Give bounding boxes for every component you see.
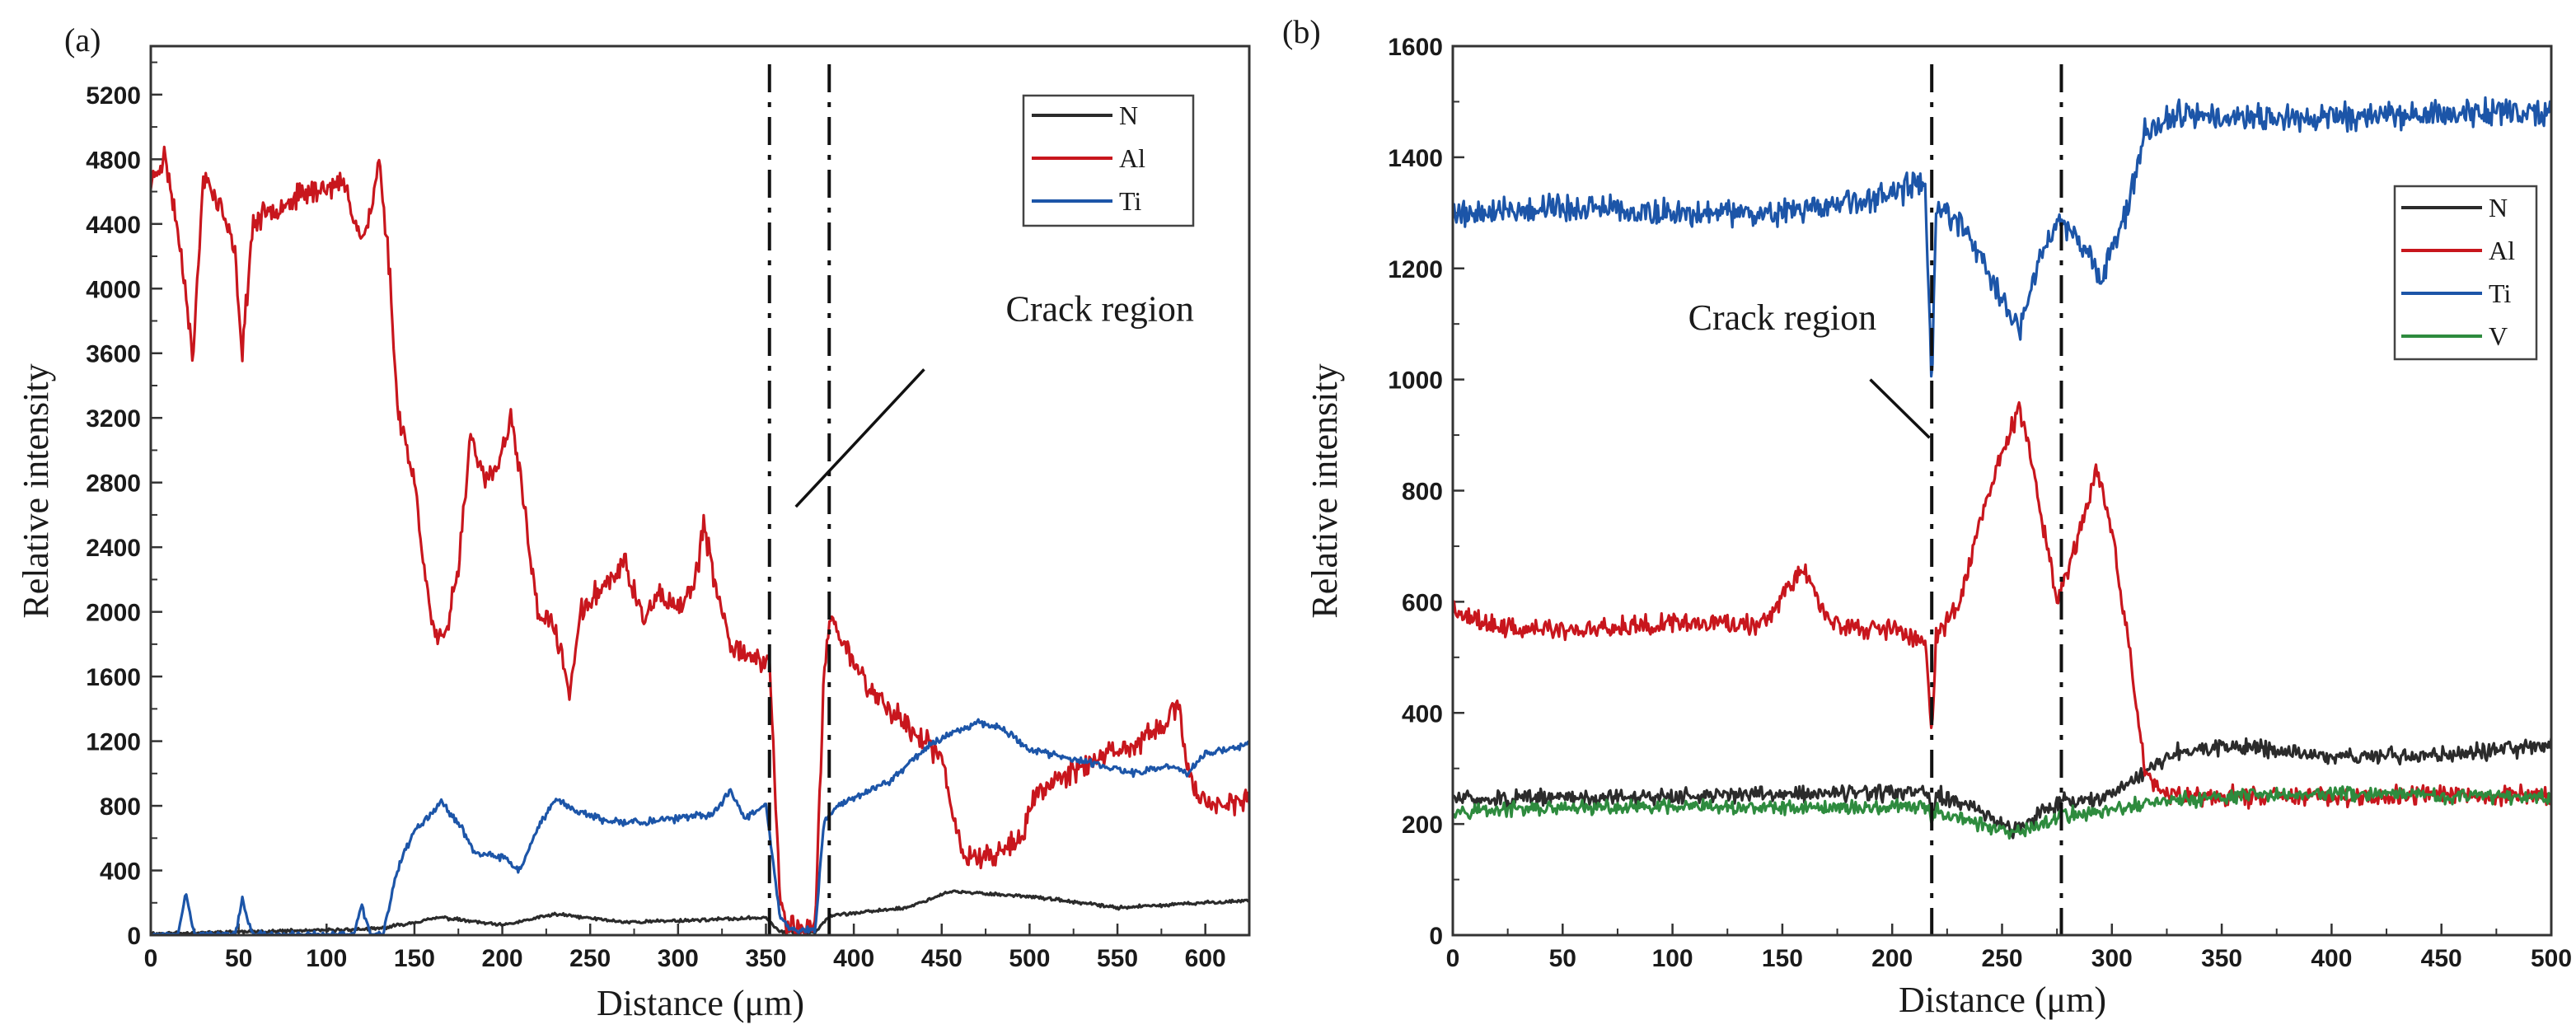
legend-box-a xyxy=(1022,94,1195,227)
y-tick-label: 400 xyxy=(1402,700,1443,728)
series-line-al xyxy=(1453,400,2551,810)
y-tick-label: 1000 xyxy=(1388,367,1443,395)
series-group-b xyxy=(1453,96,2551,840)
y-tick-label: 0 xyxy=(1429,923,1443,950)
y-tick-label: 400 xyxy=(100,859,141,886)
x-tick-label: 100 xyxy=(1652,945,1693,972)
x-tick-label: 150 xyxy=(1762,945,1803,972)
series-line-n xyxy=(151,889,1249,935)
annotation-a: Crack region xyxy=(794,289,1194,508)
legend-label-b-ti: Ti xyxy=(2489,278,2511,308)
axis-ticks-a: 0 50 100 150 200 250 300 350 400 450 500 550 600 0 400… xyxy=(86,61,1226,972)
crack-lines-a xyxy=(767,64,831,935)
annotation-text-a: Crack region xyxy=(1005,289,1193,330)
y-tick-label: 2000 xyxy=(86,600,141,627)
y-tick-label: 600 xyxy=(1402,589,1443,616)
plot-frame-a xyxy=(149,44,1251,937)
x-tick-label: 150 xyxy=(394,945,435,972)
series-group-a xyxy=(151,145,1249,935)
y-tick-label: 1400 xyxy=(1388,145,1443,172)
plot-area-a xyxy=(151,64,1249,935)
x-tick-label: 350 xyxy=(2201,945,2242,972)
legend-a: N Al Ti xyxy=(1022,94,1195,227)
x-axis-title-a: Distance (μm) xyxy=(597,983,804,1023)
plot-frame-b xyxy=(1451,44,2553,937)
series-line-v xyxy=(1453,785,2551,840)
x-tick-label: 450 xyxy=(921,945,962,972)
y-tick-label: 1200 xyxy=(1388,256,1443,283)
y-tick-label: 4400 xyxy=(86,212,141,239)
annotation-leader-line xyxy=(1869,378,1931,439)
y-tick-label: 2400 xyxy=(86,535,141,562)
chart-panel-b: (b) 0 50 100 150 200 250 300 350 400 450 500 0 200 40… xyxy=(1282,13,2572,1020)
legend-b: N Al Ti V xyxy=(2393,185,2538,361)
legend-label-a-al: Al xyxy=(1119,143,1145,173)
crack-lines-b xyxy=(1930,64,2063,935)
y-tick-label: 0 xyxy=(127,923,141,950)
x-tick-label: 300 xyxy=(658,945,699,972)
legend-label-b-n: N xyxy=(2489,193,2508,222)
x-tick-label: 450 xyxy=(2421,945,2462,972)
legend-label-a-n: N xyxy=(1119,101,1138,130)
plot-area-b xyxy=(1453,64,2551,935)
annotation-b: Crack region xyxy=(1688,297,1931,439)
x-tick-label: 500 xyxy=(2531,945,2572,972)
chart-panel-a: (a) 0 50 100 150 200 250 300 350 400 450 500 550 600… xyxy=(16,21,1251,1023)
x-tick-label: 400 xyxy=(833,945,874,972)
x-axis-title-b: Distance (μm) xyxy=(1899,980,2106,1020)
series-line-n xyxy=(1453,737,2551,840)
y-tick-label: 2800 xyxy=(86,470,141,498)
x-tick-label: 200 xyxy=(482,945,523,972)
series-line-ti xyxy=(1453,96,2551,378)
x-tick-label: 500 xyxy=(1009,945,1050,972)
y-tick-label: 3600 xyxy=(86,341,141,368)
x-tick-label: 50 xyxy=(225,945,252,972)
panel-label-a: (a) xyxy=(64,21,101,58)
y-tick-label: 1200 xyxy=(86,729,141,756)
y-tick-label: 3200 xyxy=(86,405,141,433)
x-tick-label: 600 xyxy=(1185,945,1226,972)
y-axis-title-a: Relative intensity xyxy=(16,363,56,618)
y-tick-label: 800 xyxy=(1402,479,1443,506)
annotation-leader-line xyxy=(794,368,925,508)
y-tick-label: 800 xyxy=(100,793,141,821)
x-tick-label: 400 xyxy=(2311,945,2352,972)
x-tick-label: 50 xyxy=(1549,945,1576,972)
panel-label-b: (b) xyxy=(1282,13,1321,50)
x-tick-label: 100 xyxy=(306,945,347,972)
legend-box-b xyxy=(2393,185,2538,361)
legend-label-a-ti: Ti xyxy=(1119,186,1141,216)
legend-label-b-al: Al xyxy=(2489,236,2515,265)
y-tick-label: 4000 xyxy=(86,276,141,303)
y-tick-label: 200 xyxy=(1402,812,1443,839)
series-line-al xyxy=(151,145,1249,935)
y-axis-title-b: Relative intensity xyxy=(1304,363,1345,618)
x-tick-label: 300 xyxy=(2091,945,2133,972)
x-tick-label: 350 xyxy=(745,945,786,972)
x-tick-label: 0 xyxy=(144,945,158,972)
x-tick-label: 250 xyxy=(569,945,611,972)
axis-ticks-b: 0 50 100 150 200 250 300 350 400 450 500 0 200 400 600… xyxy=(1388,34,2572,972)
legend-label-b-v: V xyxy=(2489,321,2508,351)
x-tick-label: 250 xyxy=(1981,945,2022,972)
x-tick-label: 200 xyxy=(1871,945,1913,972)
x-tick-label: 0 xyxy=(1446,945,1460,972)
y-tick-label: 1600 xyxy=(86,664,141,691)
annotation-text-b: Crack region xyxy=(1688,297,1876,338)
x-tick-label: 550 xyxy=(1097,945,1138,972)
y-tick-label: 4800 xyxy=(86,147,141,174)
y-tick-label: 1600 xyxy=(1388,34,1443,61)
y-tick-label: 5200 xyxy=(86,82,141,110)
